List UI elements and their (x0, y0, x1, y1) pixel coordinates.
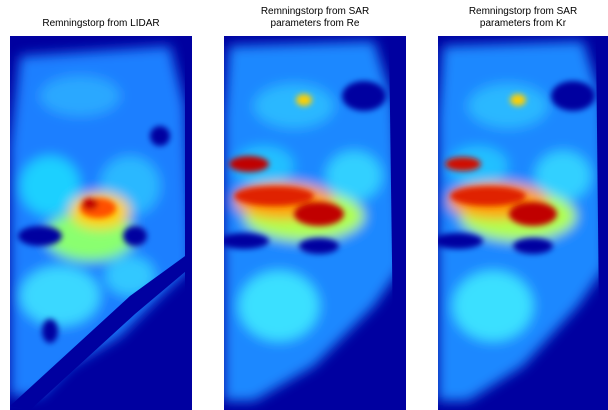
panel-title-line: parameters from Kr (479, 18, 567, 29)
map-sar-kr (438, 36, 608, 410)
panel-title-line: parameters from Re (270, 18, 360, 29)
map-lidar (10, 36, 192, 410)
panel-title-lidar: Remningstorp from LIDAR (10, 18, 192, 30)
panel-title-line: Remningstorp from SAR (260, 6, 370, 17)
panel-title-line: Remningstorp from SAR (468, 6, 578, 17)
map-sar-re (224, 36, 406, 410)
panel-title-sar-kr: Remningstorp from SAR parameters from Kr (438, 6, 608, 30)
panel-title-sar-re: Remningstorp from SAR parameters from Re (224, 6, 406, 30)
panel-title-line: Remningstorp from LIDAR (42, 18, 160, 29)
